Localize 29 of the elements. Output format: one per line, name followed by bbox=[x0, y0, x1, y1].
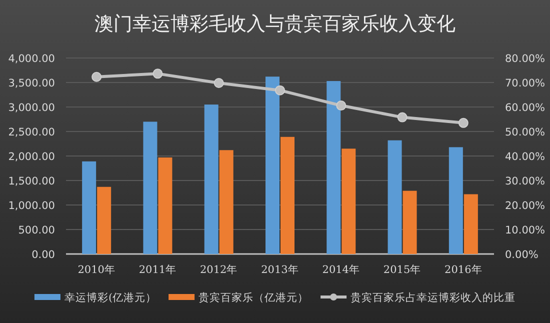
y-tick-label: 2,000.00 bbox=[8, 151, 55, 163]
y-tick-label: 3,000.00 bbox=[8, 102, 55, 114]
x-tick-label: 2011年 bbox=[138, 264, 177, 276]
x-tick-label: 2014年 bbox=[322, 264, 360, 276]
x-tick-label: 2012年 bbox=[200, 264, 238, 276]
legend-label: 贵宾百家乐占幸运博彩收入的比重 bbox=[350, 291, 516, 304]
y-tick-label: 4,000.00 bbox=[8, 53, 55, 65]
y-tick-label: 0.00 bbox=[32, 249, 55, 261]
legend-label: 贵宾百家乐（亿港元） bbox=[198, 291, 309, 304]
y-tick-label: 1,500.00 bbox=[8, 176, 55, 188]
y2-tick-label: 70.00% bbox=[505, 78, 546, 90]
y2-tick-label: 50.00% bbox=[505, 126, 546, 138]
y2-tick-label: 60.00% bbox=[505, 102, 546, 114]
x-tick-label: 2013年 bbox=[261, 264, 299, 276]
y2-tick-label: 40.00% bbox=[505, 151, 546, 163]
y2-tick-label: 30.00% bbox=[505, 176, 546, 188]
y-tick-label: 1,000.00 bbox=[8, 200, 55, 212]
x-tick-label: 2010年 bbox=[78, 264, 116, 276]
legend-label: 幸运博彩(亿港元） bbox=[64, 291, 157, 304]
y2-tick-label: 80.00% bbox=[505, 53, 546, 65]
x-tick-label: 2015年 bbox=[383, 264, 422, 276]
y-tick-label: 2,500.00 bbox=[8, 126, 55, 138]
y-tick-label: 500.00 bbox=[18, 224, 55, 236]
chart-title: 澳门幸运博彩毛收入与贵宾百家乐收入变化 bbox=[94, 13, 456, 35]
y2-tick-label: 0.00% bbox=[505, 249, 538, 261]
y-tick-label: 3,500.00 bbox=[8, 78, 55, 90]
y2-tick-label: 10.00% bbox=[505, 224, 546, 236]
y2-tick-label: 20.00% bbox=[505, 200, 546, 212]
x-tick-label: 2016年 bbox=[444, 264, 482, 276]
